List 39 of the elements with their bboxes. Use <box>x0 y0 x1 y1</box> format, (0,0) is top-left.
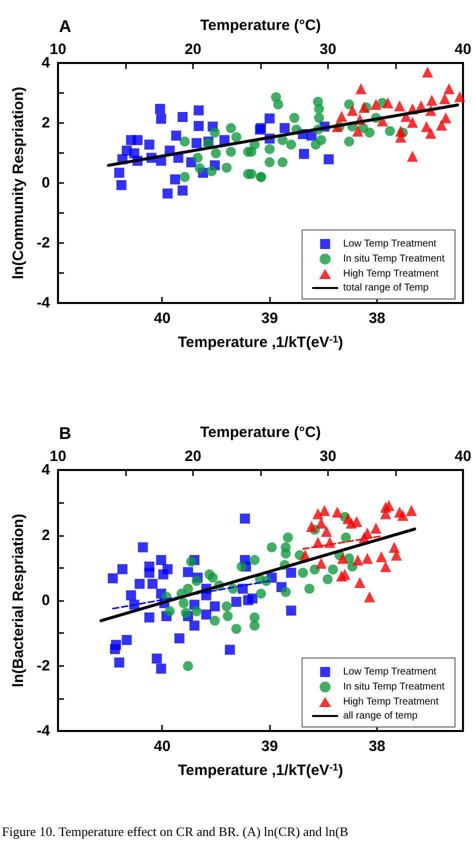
x2-tick-label: 10 <box>50 448 66 465</box>
caption: Figure 10. Temperature effect on CR and BR. (A) ln(CR) and ln(B <box>2 824 349 839</box>
y-tick-label: -4 <box>36 722 51 740</box>
y-tick-label: -4 <box>36 294 51 312</box>
chart-title: B <box>59 424 72 443</box>
y-tick-label: 4 <box>42 462 51 478</box>
y-axis-title: ln(Bacterial Respriation) <box>10 514 27 688</box>
x-tick-label: 39 <box>261 738 278 755</box>
legend-label: all range of temp <box>343 710 418 722</box>
legend-label: In situ Temp Treatment <box>343 254 445 264</box>
x-tick-label: 38 <box>368 738 386 755</box>
chart-title: A <box>59 17 72 36</box>
x2-tick-label: 10 <box>50 41 66 58</box>
y-tick-label: -2 <box>36 657 50 674</box>
x2-axis-title: Temperature (°C) <box>200 424 321 441</box>
y-tick-label: 2 <box>42 114 50 132</box>
legend-label: Low Temp Treatment <box>343 666 437 678</box>
x2-tick-label: 30 <box>320 41 336 58</box>
y-tick-label: 4 <box>42 54 51 72</box>
x2-tick-label: 40 <box>454 448 472 465</box>
y-tick-label: 0 <box>42 174 50 192</box>
x2-axis-title: Temperature (°C) <box>200 17 321 34</box>
x-tick-label: 40 <box>154 310 171 327</box>
x2-tick-label: 20 <box>184 41 202 58</box>
x2-tick-label: 40 <box>454 41 472 58</box>
x-tick-label: 40 <box>154 738 171 755</box>
legend-label: In situ Temp Treatment <box>343 682 445 692</box>
x2-tick-label: 30 <box>320 448 336 465</box>
legend-label: High Temp Treatment <box>343 696 439 708</box>
y-tick-label: 2 <box>42 526 50 544</box>
legend-label: total range of Temp <box>343 282 429 294</box>
y-tick-label: 0 <box>42 592 50 609</box>
x-tick-label: 38 <box>368 310 386 327</box>
legend-label: Low Temp Treatment <box>343 238 437 250</box>
x-tick-label: 39 <box>261 310 278 327</box>
legend-label: High Temp Treatment <box>343 268 439 280</box>
y-tick-label: -2 <box>36 234 50 252</box>
y-axis-title: ln(Community Respriation) <box>10 86 27 280</box>
x2-tick-label: 20 <box>184 448 202 465</box>
